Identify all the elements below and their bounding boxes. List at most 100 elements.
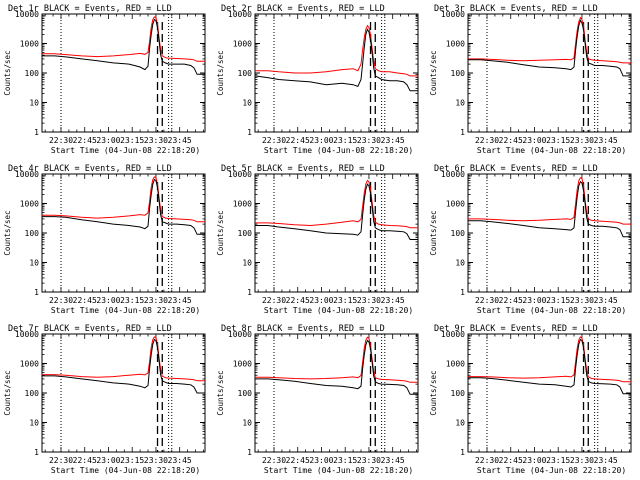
y-axis-label: Counts/sec [429,50,438,95]
x-tick-label: 22:45 [286,136,310,145]
y-tick-label: 1 [34,128,39,137]
y-tick-label: 10 [29,99,39,108]
y-tick-label: 10000 [441,330,465,339]
x-tick-label: 22:45 [73,456,97,465]
panel-title: Det 4r BLACK = Events, RED = LLD [8,164,172,174]
x-tick-label: 23:30 [144,296,168,305]
series-line-lld [42,16,205,62]
y-tick-label: 10000 [15,10,39,19]
x-tick-label: 23:00 [96,456,120,465]
detector-panel-1: Det 1r BLACK = Events, RED = LLD 1 10 100 10… [3,4,206,155]
detector-panel-5: Det 5r BLACK = Events, RED = LLD 1 10 100 10… [216,164,419,315]
x-tick-label: 22:45 [73,136,97,145]
y-tick-label: 1 [460,448,465,457]
x-tick-label: 23:15 [333,136,357,145]
series-line-lld [255,179,418,229]
detector-panel-2: Det 2r BLACK = Events, RED = LLD 1 10 100 10… [216,4,419,155]
series-line-lld [255,336,418,383]
y-tick-label: 10000 [15,170,39,179]
y-tick-label: 1 [247,448,252,457]
y-tick-label: 10 [455,99,465,108]
x-axis-label: Start Time (04-Jun-08 22:18:20) [477,466,626,475]
panel-title: Det 2r BLACK = Events, RED = LLD [221,4,385,14]
series-line-lld [42,336,205,382]
y-axis-label: Counts/sec [429,370,438,415]
y-axis-label: Counts/sec [216,370,225,415]
x-axis-label: Start Time (04-Jun-08 22:18:20) [264,306,413,315]
panel-title: Det 5r BLACK = Events, RED = LLD [221,164,385,174]
panel-title: Det 3r BLACK = Events, RED = LLD [434,4,598,14]
detector-panel-3: Det 3r BLACK = Events, RED = LLD 1 10 100 10… [429,4,632,155]
y-tick-label: 100 [451,389,466,398]
series-line-events [468,19,631,77]
x-tick-label: 23:30 [570,136,594,145]
x-tick-label: 23:15 [120,456,144,465]
x-tick-label: 23:45 [594,136,618,145]
series-line-events [254,28,418,92]
plot-frame [467,333,632,453]
x-tick-label: 22:30 [262,136,286,145]
x-axis-label: Start Time (04-Jun-08 22:18:20) [477,146,626,155]
x-tick-label: 22:30 [475,136,499,145]
y-tick-label: 1 [34,448,39,457]
y-tick-label: 10 [29,419,39,428]
x-tick-label: 22:30 [49,456,73,465]
y-tick-label: 1000 [233,360,252,369]
y-axis-label: Counts/sec [3,370,12,415]
y-axis-label: Counts/sec [216,50,225,95]
y-tick-label: 100 [238,69,253,78]
x-axis-label: Start Time (04-Jun-08 22:18:20) [477,306,626,315]
y-tick-label: 100 [25,229,40,238]
y-tick-label: 1000 [446,40,465,49]
plot-frame [41,333,206,453]
x-tick-label: 23:45 [381,296,405,305]
series-line-events [42,18,205,75]
x-tick-label: 23:00 [96,296,120,305]
x-tick-label: 22:45 [499,136,523,145]
detector-panel-6: Det 6r BLACK = Events, RED = LLD 1 10 100 10… [429,164,632,315]
x-tick-label: 23:45 [168,456,192,465]
series-line-events [255,339,418,395]
x-tick-label: 23:00 [309,136,333,145]
y-tick-label: 10000 [441,10,465,19]
x-axis-label: Start Time (04-Jun-08 22:18:20) [51,306,200,315]
x-tick-label: 23:15 [546,456,570,465]
x-tick-label: 23:45 [168,296,192,305]
panel-title: Det 1r BLACK = Events, RED = LLD [8,4,172,14]
x-tick-label: 22:30 [49,296,73,305]
x-tick-label: 23:45 [594,296,618,305]
x-tick-label: 22:45 [286,296,310,305]
x-axis-label: Start Time (04-Jun-08 22:18:20) [264,146,413,155]
series-line-events [42,338,205,394]
x-tick-label: 23:00 [309,456,333,465]
x-tick-label: 22:45 [499,456,523,465]
x-tick-label: 23:45 [594,456,618,465]
y-tick-label: 10 [242,259,252,268]
series-line-events [468,180,631,238]
y-axis-label: Counts/sec [216,210,225,255]
y-tick-label: 100 [451,229,466,238]
y-tick-label: 1000 [20,200,39,209]
plot-frame [254,333,419,453]
y-tick-label: 100 [25,69,40,78]
series-line-events [468,338,631,395]
plot-frame [254,13,419,133]
y-tick-label: 100 [25,389,40,398]
x-tick-label: 23:15 [546,296,570,305]
y-tick-label: 1000 [20,40,39,49]
x-tick-label: 23:00 [96,136,120,145]
series-line-lld [468,16,631,64]
x-tick-label: 23:30 [570,296,594,305]
y-tick-label: 10 [29,259,39,268]
x-axis-label: Start Time (04-Jun-08 22:18:20) [51,146,200,155]
panel-title: Det 9r BLACK = Events, RED = LLD [434,324,598,334]
x-tick-label: 23:00 [522,296,546,305]
x-tick-label: 22:30 [475,456,499,465]
x-tick-label: 23:30 [357,136,381,145]
x-tick-label: 23:00 [309,296,333,305]
y-tick-label: 1 [460,128,465,137]
series-line-lld [468,336,631,383]
y-tick-label: 1 [247,288,252,297]
y-tick-label: 1 [247,128,252,137]
x-tick-label: 23:30 [357,456,381,465]
